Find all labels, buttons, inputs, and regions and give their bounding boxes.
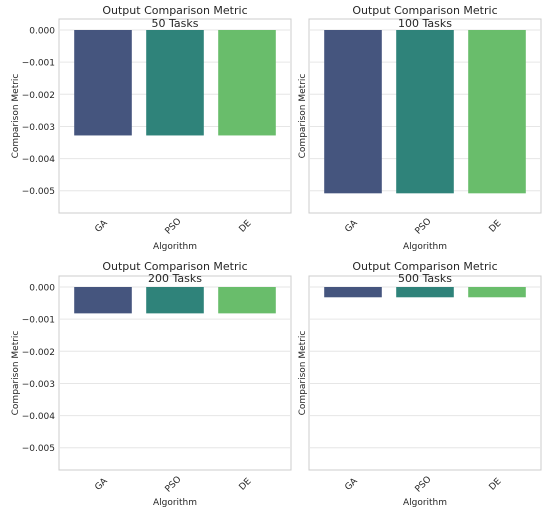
x-axis-label: Algorithm — [403, 498, 447, 508]
y-axis-label: Comparison Metric — [298, 74, 308, 159]
y-tick-label: −0.002 — [22, 348, 55, 358]
x-tick-label: GA — [93, 476, 110, 493]
bar-de — [468, 30, 526, 194]
bar-ga — [324, 287, 382, 298]
chart-title: Output Comparison Metric — [352, 260, 497, 273]
y-tick-label: 0.000 — [29, 284, 55, 294]
bar-pso — [396, 287, 454, 298]
x-tick-label: DE — [488, 476, 504, 492]
chart-title: Output Comparison Metric — [352, 4, 497, 17]
x-tick-label: PSO — [414, 217, 434, 237]
y-tick-label: −0.002 — [22, 91, 55, 101]
x-axis-label: Algorithm — [153, 498, 197, 508]
chart-subtitle: 500 Tasks — [398, 272, 452, 285]
x-tick-label: GA — [343, 476, 360, 493]
bar-de — [468, 287, 526, 298]
bar-pso — [146, 287, 204, 314]
plot-area — [308, 275, 542, 471]
chart-subtitle: 50 Tasks — [152, 17, 199, 30]
x-tick-label: PSO — [164, 217, 184, 237]
chart-subtitle: 100 Tasks — [398, 17, 452, 30]
y-tick-label: −0.005 — [22, 187, 55, 197]
chart-subtitle: 200 Tasks — [148, 272, 202, 285]
bar-pso — [146, 30, 204, 136]
bar-ga — [324, 30, 382, 194]
chart-title: Output Comparison Metric — [102, 260, 247, 273]
x-tick-label: GA — [343, 218, 360, 235]
y-tick-label: 0.000 — [29, 27, 55, 37]
bar-pso — [396, 30, 454, 194]
bar-ga — [74, 30, 132, 136]
bar-de — [218, 287, 276, 314]
x-tick-label: DE — [488, 218, 504, 234]
y-tick-label: −0.005 — [22, 444, 55, 454]
y-tick-label: −0.004 — [22, 412, 56, 422]
y-tick-label: −0.004 — [22, 155, 56, 165]
bar-de — [218, 30, 276, 136]
y-tick-label: −0.003 — [22, 380, 55, 390]
y-axis-label: Comparison Metric — [11, 331, 21, 416]
x-tick-label: DE — [238, 218, 254, 234]
chart-title: Output Comparison Metric — [102, 4, 247, 17]
y-axis-label: Comparison Metric — [11, 74, 21, 159]
x-axis-label: Algorithm — [403, 242, 447, 252]
y-tick-label: −0.003 — [22, 123, 55, 133]
chart-panel-1: 0.000 −0.001 −0.002 −0.003 −0.004 −0.005 GA PSO… — [11, 4, 292, 252]
x-tick-label: GA — [93, 218, 110, 235]
x-tick-label: DE — [238, 476, 254, 492]
bar-ga — [74, 287, 132, 314]
y-tick-label: −0.001 — [22, 59, 55, 69]
x-tick-label: PSO — [164, 475, 184, 495]
y-axis-label: Comparison Metric — [298, 331, 308, 416]
x-tick-label: PSO — [414, 475, 434, 495]
x-axis-label: Algorithm — [153, 242, 197, 252]
chart-panel-3: 0.000 −0.001 −0.002 −0.003 −0.004 −0.005 GA PSO… — [11, 260, 292, 508]
y-tick-label: −0.001 — [22, 316, 55, 326]
